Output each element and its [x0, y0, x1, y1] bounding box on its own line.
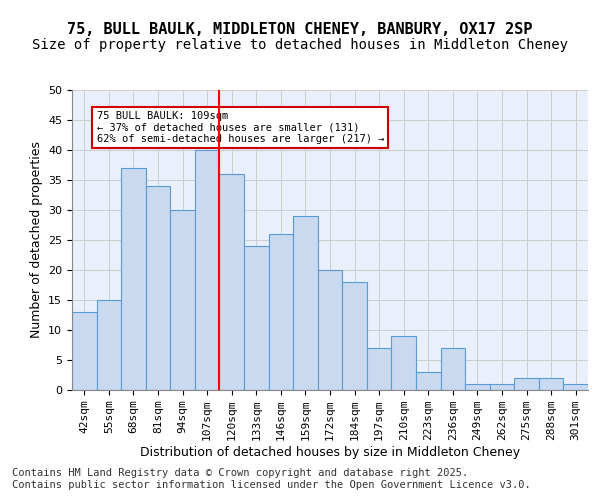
Bar — [563, 384, 588, 390]
Bar — [146, 186, 170, 390]
Y-axis label: Number of detached properties: Number of detached properties — [29, 142, 43, 338]
Bar — [514, 378, 539, 390]
Bar — [318, 270, 342, 390]
Bar — [72, 312, 97, 390]
Bar — [97, 300, 121, 390]
Bar — [440, 348, 465, 390]
Bar — [391, 336, 416, 390]
Bar — [539, 378, 563, 390]
Bar — [170, 210, 195, 390]
Text: Contains HM Land Registry data © Crown copyright and database right 2025.
Contai: Contains HM Land Registry data © Crown c… — [12, 468, 531, 490]
Bar — [269, 234, 293, 390]
Text: 75 BULL BAULK: 109sqm
← 37% of detached houses are smaller (131)
62% of semi-det: 75 BULL BAULK: 109sqm ← 37% of detached … — [97, 111, 384, 144]
Bar — [244, 246, 269, 390]
Text: 75, BULL BAULK, MIDDLETON CHENEY, BANBURY, OX17 2SP: 75, BULL BAULK, MIDDLETON CHENEY, BANBUR… — [67, 22, 533, 38]
Bar — [220, 174, 244, 390]
Bar — [293, 216, 318, 390]
Text: Size of property relative to detached houses in Middleton Cheney: Size of property relative to detached ho… — [32, 38, 568, 52]
Bar — [195, 150, 220, 390]
Bar — [367, 348, 391, 390]
Bar — [342, 282, 367, 390]
Bar — [490, 384, 514, 390]
Bar — [416, 372, 440, 390]
Bar — [121, 168, 146, 390]
Bar — [465, 384, 490, 390]
X-axis label: Distribution of detached houses by size in Middleton Cheney: Distribution of detached houses by size … — [140, 446, 520, 459]
